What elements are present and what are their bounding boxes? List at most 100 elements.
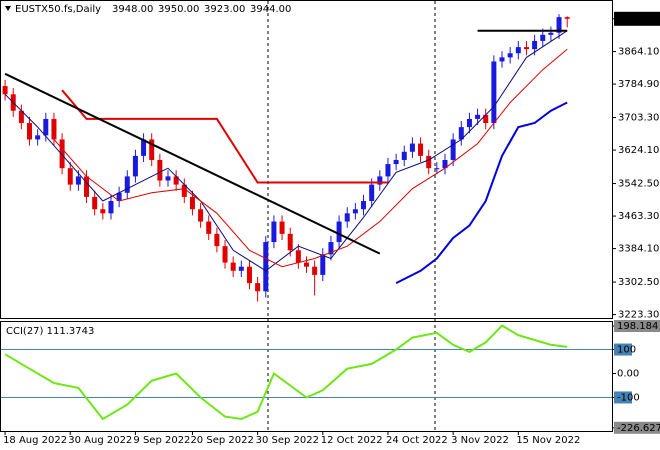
candle-body xyxy=(246,266,252,284)
candle-body xyxy=(2,86,8,95)
candle-body xyxy=(230,262,236,271)
y-tick-label: -226.6277 xyxy=(617,423,660,434)
y-tick-label: 3624.10 xyxy=(618,145,659,156)
candle-body xyxy=(100,209,106,214)
current-price-box xyxy=(614,11,660,26)
candle-body xyxy=(418,143,424,156)
candle-body xyxy=(458,127,464,140)
cci-title: CCI(27) 111.3743 xyxy=(6,326,94,337)
y-tick-label: 3463.30 xyxy=(618,211,659,222)
candle-body xyxy=(214,233,220,247)
x-tick-label: 9 Sep 2022 xyxy=(133,435,190,446)
x-tick-label: 12 Oct 2022 xyxy=(321,435,383,446)
candle-body xyxy=(450,139,456,160)
candle-body xyxy=(189,196,195,210)
candle-body xyxy=(548,32,554,35)
candle-body xyxy=(532,40,538,50)
candle-body xyxy=(336,221,342,243)
candle-body xyxy=(222,246,228,263)
close: 3944.00 xyxy=(250,4,291,15)
candle-body xyxy=(132,155,138,177)
x-tick-label: 24 Oct 2022 xyxy=(386,435,448,446)
candle-body xyxy=(515,47,521,54)
candle-body xyxy=(499,57,505,62)
candle-body xyxy=(295,250,301,263)
candle-body xyxy=(556,17,562,33)
x-tick-label: 3 Nov 2022 xyxy=(451,435,509,446)
candle-body xyxy=(434,168,440,170)
candle-body xyxy=(304,262,309,267)
open: 3948.00 xyxy=(112,4,153,15)
candle-body xyxy=(238,266,244,271)
candle-body xyxy=(401,151,407,160)
y-tick-label: 3223.30 xyxy=(618,310,659,321)
candle-body xyxy=(255,283,261,292)
candle-body xyxy=(124,176,130,193)
value-box xyxy=(614,421,660,434)
x-tick-label: 20 Sep 2022 xyxy=(190,435,253,446)
candle-body xyxy=(157,159,163,181)
y-tick-label: 3302.50 xyxy=(618,277,659,288)
candle-body xyxy=(352,209,358,214)
candle-body xyxy=(409,143,415,152)
candle-body xyxy=(564,17,570,19)
price-frame xyxy=(0,0,613,319)
candle-body xyxy=(43,118,49,136)
candle-body xyxy=(385,164,391,177)
candle-body xyxy=(173,176,179,185)
candle-body xyxy=(92,196,98,210)
candle-body xyxy=(507,53,513,58)
x-tick-label: 15 Nov 2022 xyxy=(516,435,580,446)
low: 3923.00 xyxy=(204,4,245,15)
candle-body xyxy=(475,114,481,119)
y-tick-label: 198.184 xyxy=(617,321,658,332)
candle-body xyxy=(312,266,318,275)
x-tick-label: 30 Aug 2022 xyxy=(68,435,132,446)
candle-body xyxy=(75,176,81,185)
symbol: EUSTX50.fs,Daily xyxy=(15,4,101,15)
candle-body xyxy=(206,221,212,234)
candle-body xyxy=(540,34,546,41)
x-tick-label: 18 Aug 2022 xyxy=(3,435,67,446)
y-tick-label: 3703.30 xyxy=(618,113,659,124)
candle-body xyxy=(84,176,90,197)
candle-body xyxy=(320,254,326,275)
candle-body xyxy=(361,201,367,210)
y-tick-label: -100 xyxy=(617,392,640,403)
candle-body xyxy=(271,221,277,243)
candle-body xyxy=(466,118,472,128)
level-box xyxy=(614,391,632,404)
candle-body xyxy=(328,242,334,255)
cci-line xyxy=(4,324,568,421)
y-tick-label: 3384.10 xyxy=(618,244,659,255)
y-tick-label: 3864.10 xyxy=(618,47,659,58)
candle-body xyxy=(165,176,171,181)
candle-body xyxy=(369,184,375,202)
candle-body xyxy=(263,242,269,292)
candle-body xyxy=(27,123,33,140)
candle-body xyxy=(377,176,383,185)
y-tick-label: 100 xyxy=(617,345,636,356)
candle-body xyxy=(67,168,73,185)
candle-body xyxy=(35,135,41,140)
y-tick-label: 3542.50 xyxy=(618,179,659,190)
y-tick-label: 0.00 xyxy=(617,369,639,380)
cci-frame xyxy=(0,321,613,432)
candle-body xyxy=(287,233,293,251)
candle-body xyxy=(344,213,350,222)
candle-body xyxy=(523,47,529,50)
candle-body xyxy=(51,118,57,140)
candle-body xyxy=(393,159,399,165)
candle-body xyxy=(141,139,147,156)
candle-body xyxy=(491,61,497,124)
candle-body xyxy=(59,139,65,169)
y-tick-label: 3784.90 xyxy=(618,79,659,90)
candle-body xyxy=(442,159,448,169)
candle-body xyxy=(18,110,24,124)
overlay-line xyxy=(53,48,568,268)
candle-body xyxy=(116,192,122,202)
candle-body xyxy=(108,201,114,214)
high: 3950.00 xyxy=(158,4,199,15)
header-icon xyxy=(5,6,11,11)
